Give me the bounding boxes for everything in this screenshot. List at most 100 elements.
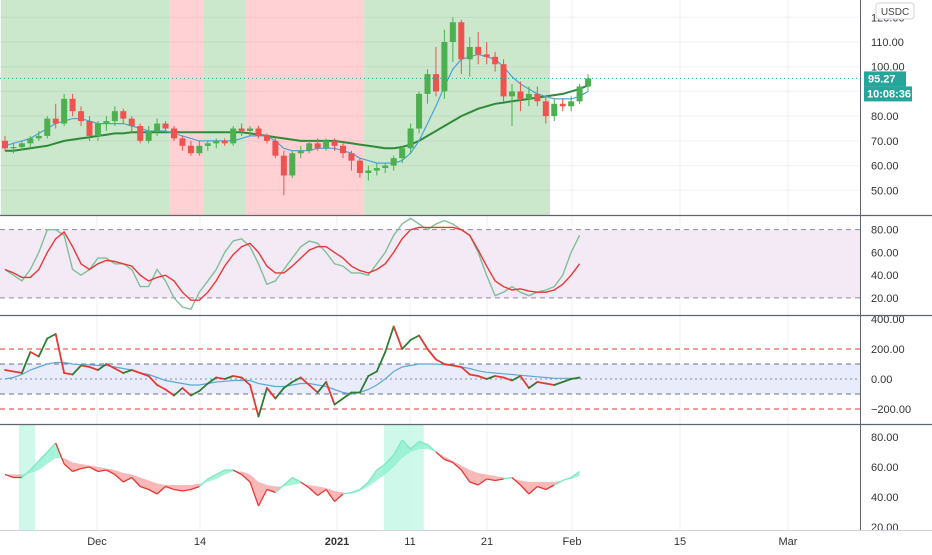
candle xyxy=(128,116,135,134)
candle xyxy=(373,163,380,176)
candle-body xyxy=(94,123,101,136)
candle xyxy=(356,158,363,178)
cci-segment xyxy=(553,381,564,386)
osc-main-segment xyxy=(528,486,538,495)
currency-label: USDC xyxy=(881,7,909,18)
osc-main-segment xyxy=(317,488,327,497)
candle xyxy=(204,140,211,151)
osc-main-segment xyxy=(570,470,580,479)
cci-segment xyxy=(147,375,159,386)
cci-segment xyxy=(308,384,319,394)
candle xyxy=(10,143,17,154)
candle xyxy=(340,143,346,159)
candle xyxy=(559,98,566,112)
cci-segment xyxy=(316,381,328,394)
cci-segment xyxy=(477,375,488,380)
osc-fill xyxy=(47,443,56,464)
osc-main-segment xyxy=(469,481,479,486)
cci-segment xyxy=(164,388,175,397)
osc-main-segment xyxy=(80,466,90,470)
candle-body xyxy=(551,103,558,117)
osc-main-segment xyxy=(460,469,471,483)
osc-main-segment xyxy=(21,469,31,478)
cci-segment xyxy=(206,376,218,385)
time-tick-label: 14 xyxy=(194,536,206,548)
osc-fill xyxy=(444,456,453,463)
osc-fill xyxy=(13,474,22,478)
osc-main-segment xyxy=(300,481,310,489)
candle xyxy=(568,96,575,112)
cci-segment xyxy=(485,375,497,380)
candle-body xyxy=(585,78,592,87)
cci-segment xyxy=(401,339,412,350)
candle-body xyxy=(407,128,414,149)
osc-fill xyxy=(224,470,234,475)
candle-body xyxy=(399,148,406,159)
osc-main-segment xyxy=(72,467,82,473)
price-tick-label: 100.00 xyxy=(871,62,905,74)
ma-fast-line xyxy=(4,53,589,164)
cci-segment xyxy=(257,387,268,418)
candle xyxy=(441,29,448,99)
osc-main-segment xyxy=(182,488,192,492)
currency-badge[interactable]: USDC xyxy=(875,2,915,20)
osc-fill xyxy=(376,464,386,481)
osc-main-segment xyxy=(89,466,99,473)
price-tick-label: 80.00 xyxy=(871,111,899,123)
osc-fill xyxy=(495,476,504,481)
osc-main-segment xyxy=(444,458,454,464)
candle-body xyxy=(18,143,25,148)
candle xyxy=(466,37,473,77)
candle-body xyxy=(492,56,499,65)
candle xyxy=(382,163,389,173)
candle xyxy=(390,155,397,171)
candle xyxy=(297,145,304,159)
osc-main-segment xyxy=(418,440,428,446)
osc-main-segment xyxy=(308,487,319,496)
osc-main-segment xyxy=(4,473,14,479)
cci-segment xyxy=(54,333,66,374)
candle-body xyxy=(314,143,321,149)
osc-fill xyxy=(385,455,394,475)
candle xyxy=(162,121,169,134)
osc-main-segment xyxy=(232,469,242,476)
stochastic-panel xyxy=(0,216,860,315)
candle-body xyxy=(280,155,287,176)
candle xyxy=(213,138,220,149)
candle xyxy=(475,32,482,65)
osc-main-segment xyxy=(198,478,209,487)
osc-main-segment xyxy=(122,476,133,483)
cci-segment xyxy=(20,351,32,374)
cci-ma-line xyxy=(4,361,580,395)
osc-fill xyxy=(64,458,73,472)
time-tick-label: Mar xyxy=(779,536,798,548)
osc-main-segment xyxy=(46,442,57,453)
countdown-badge: 10:08:36 xyxy=(864,86,912,102)
osc-main-segment xyxy=(553,479,564,486)
cci-segment xyxy=(443,363,454,367)
candle xyxy=(500,59,507,102)
osc-main-segment xyxy=(410,441,420,450)
candle-body xyxy=(390,158,397,166)
candle-body xyxy=(542,101,549,117)
osc-main-segment xyxy=(537,485,547,491)
cci-segment xyxy=(240,376,251,386)
candle-body xyxy=(247,128,254,131)
cci-panel xyxy=(0,316,860,424)
cci-segment xyxy=(426,348,437,361)
osc-fill xyxy=(216,470,225,479)
cci-segment xyxy=(105,363,116,370)
osc-highlight xyxy=(18,425,36,530)
candle xyxy=(525,86,532,107)
osc-main-segment xyxy=(106,469,116,476)
candle xyxy=(517,81,524,112)
osc-main-segment xyxy=(173,488,183,492)
candle-body xyxy=(297,150,304,154)
candle xyxy=(263,133,270,144)
osc-main-segment xyxy=(562,476,572,482)
candle-body xyxy=(230,128,237,144)
cci-segment xyxy=(46,333,57,340)
candle xyxy=(196,140,203,156)
